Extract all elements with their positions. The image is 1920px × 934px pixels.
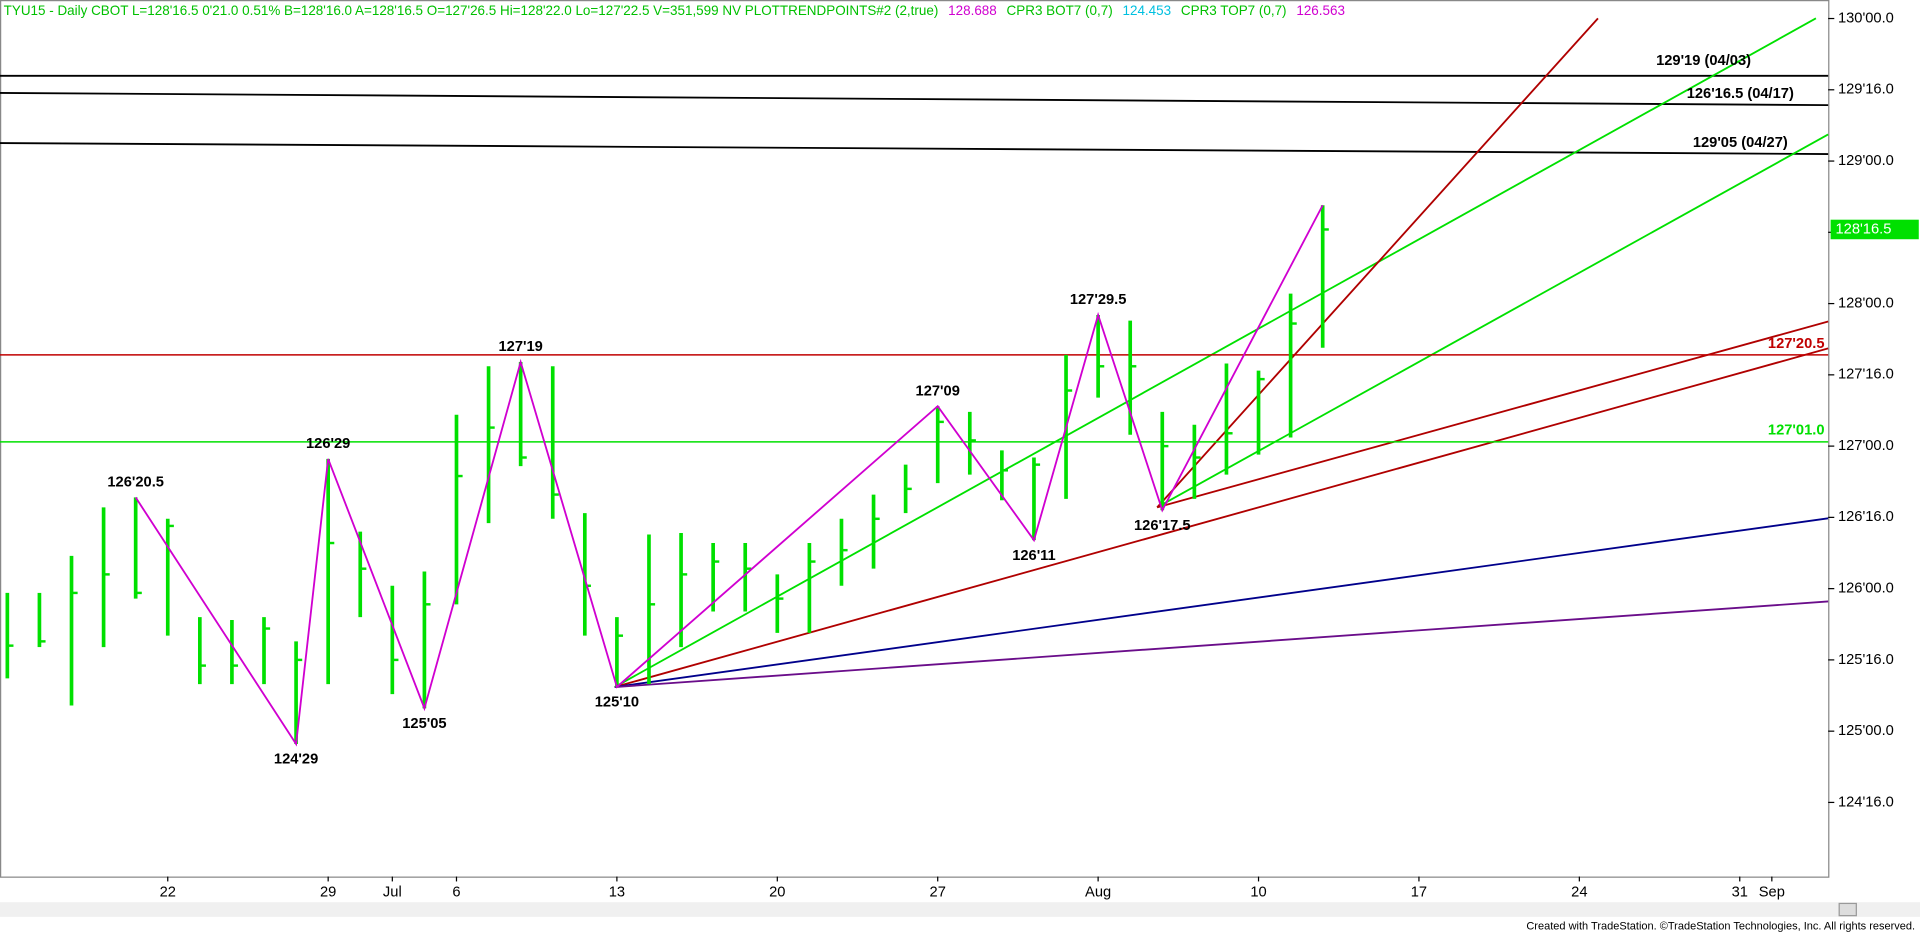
trend-line <box>614 17 1817 688</box>
x-tick-label: 29 <box>320 884 336 900</box>
header-segment: 126.563 <box>1296 3 1345 18</box>
trend-line <box>614 347 1829 688</box>
y-tick-label: 124'16.0 <box>1838 794 1894 810</box>
header-segment: CPR3 TOP7 (0,7) <box>1181 3 1287 18</box>
swing-label: 125'05 <box>402 716 446 732</box>
annotation: 126'16.5 (04/17) <box>1687 86 1794 102</box>
x-tick-label: 27 <box>930 884 946 900</box>
trend-lines <box>0 17 1829 688</box>
swing-label: 126'17.5 <box>1134 518 1191 534</box>
resistance-line <box>0 91 1829 107</box>
scroll-thumb[interactable] <box>1838 902 1857 917</box>
header-segment: CPR3 BOT7 (0,7) <box>1007 3 1113 18</box>
x-tick-label: Aug <box>1085 884 1111 900</box>
plot-frame <box>0 0 1830 878</box>
y-tick-label: 126'00.0 <box>1838 581 1894 597</box>
x-tick-label: 10 <box>1250 884 1266 900</box>
header-segment: TYU15 - Daily CBOT L=128'16.5 0'21.0 0.5… <box>4 3 939 18</box>
x-tick-label: Jul <box>383 884 402 900</box>
annotation: 129'19 (04/03) <box>1656 53 1751 69</box>
swing-zigzag <box>134 204 1324 747</box>
y-tick-label: 127'16.0 <box>1838 367 1894 383</box>
x-tick-label: 31 <box>1732 884 1748 900</box>
x-tick-label: 6 <box>452 884 460 900</box>
y-tick-label: 127'00.0 <box>1838 438 1894 454</box>
y-tick-label: 125'00.0 <box>1838 723 1894 739</box>
y-tick-label: 126'16.0 <box>1838 509 1894 525</box>
y-tick-label: 128'00.0 <box>1838 295 1894 311</box>
y-tick-label: 125'16.0 <box>1838 652 1894 668</box>
y-tick-label: 129'16.0 <box>1838 82 1894 98</box>
swing-label: 126'20.5 <box>107 475 164 491</box>
swing-label: 127'09 <box>916 383 960 399</box>
trend-line <box>614 600 1829 688</box>
y-tick-label: 130'00.0 <box>1838 10 1894 26</box>
swing-label: 126'29 <box>306 436 350 452</box>
swing-label: 126'11 <box>1012 548 1056 564</box>
swing-label: 127'19 <box>498 339 542 355</box>
trend-line <box>1156 133 1829 509</box>
swing-label: 124'29 <box>274 752 318 768</box>
x-tick-label: 13 <box>609 884 625 900</box>
x-tick-label: 24 <box>1571 884 1587 900</box>
y-tick-label: 129'00.0 <box>1838 153 1894 169</box>
trend-line <box>1156 17 1599 508</box>
x-tick-label: 17 <box>1411 884 1427 900</box>
trend-line <box>614 517 1829 688</box>
x-tick-label: Sep <box>1759 884 1785 900</box>
level-label: 127'01.0 <box>1768 423 1825 439</box>
annotation: 129'05 (04/27) <box>1693 135 1788 151</box>
trend-line <box>1156 320 1829 509</box>
swing-label: 127'29.5 <box>1070 292 1127 308</box>
x-tick-label: 22 <box>160 884 176 900</box>
last-price-label: 128'16.5 <box>1836 221 1892 237</box>
header-segment: 128.688 <box>948 3 997 18</box>
resistance-line <box>0 142 1829 155</box>
x-tick-label: 20 <box>769 884 785 900</box>
level-label: 127'20.5 <box>1768 336 1825 352</box>
last-price-box <box>1830 219 1919 240</box>
footer: Created with TradeStation. ©TradeStation… <box>1526 921 1915 933</box>
scrollbar[interactable] <box>0 902 1920 917</box>
header-segment: 124.453 <box>1122 3 1171 18</box>
swing-label: 125'10 <box>595 695 639 711</box>
header: TYU15 - Daily CBOT L=128'16.5 0'21.0 0.5… <box>4 3 1345 18</box>
